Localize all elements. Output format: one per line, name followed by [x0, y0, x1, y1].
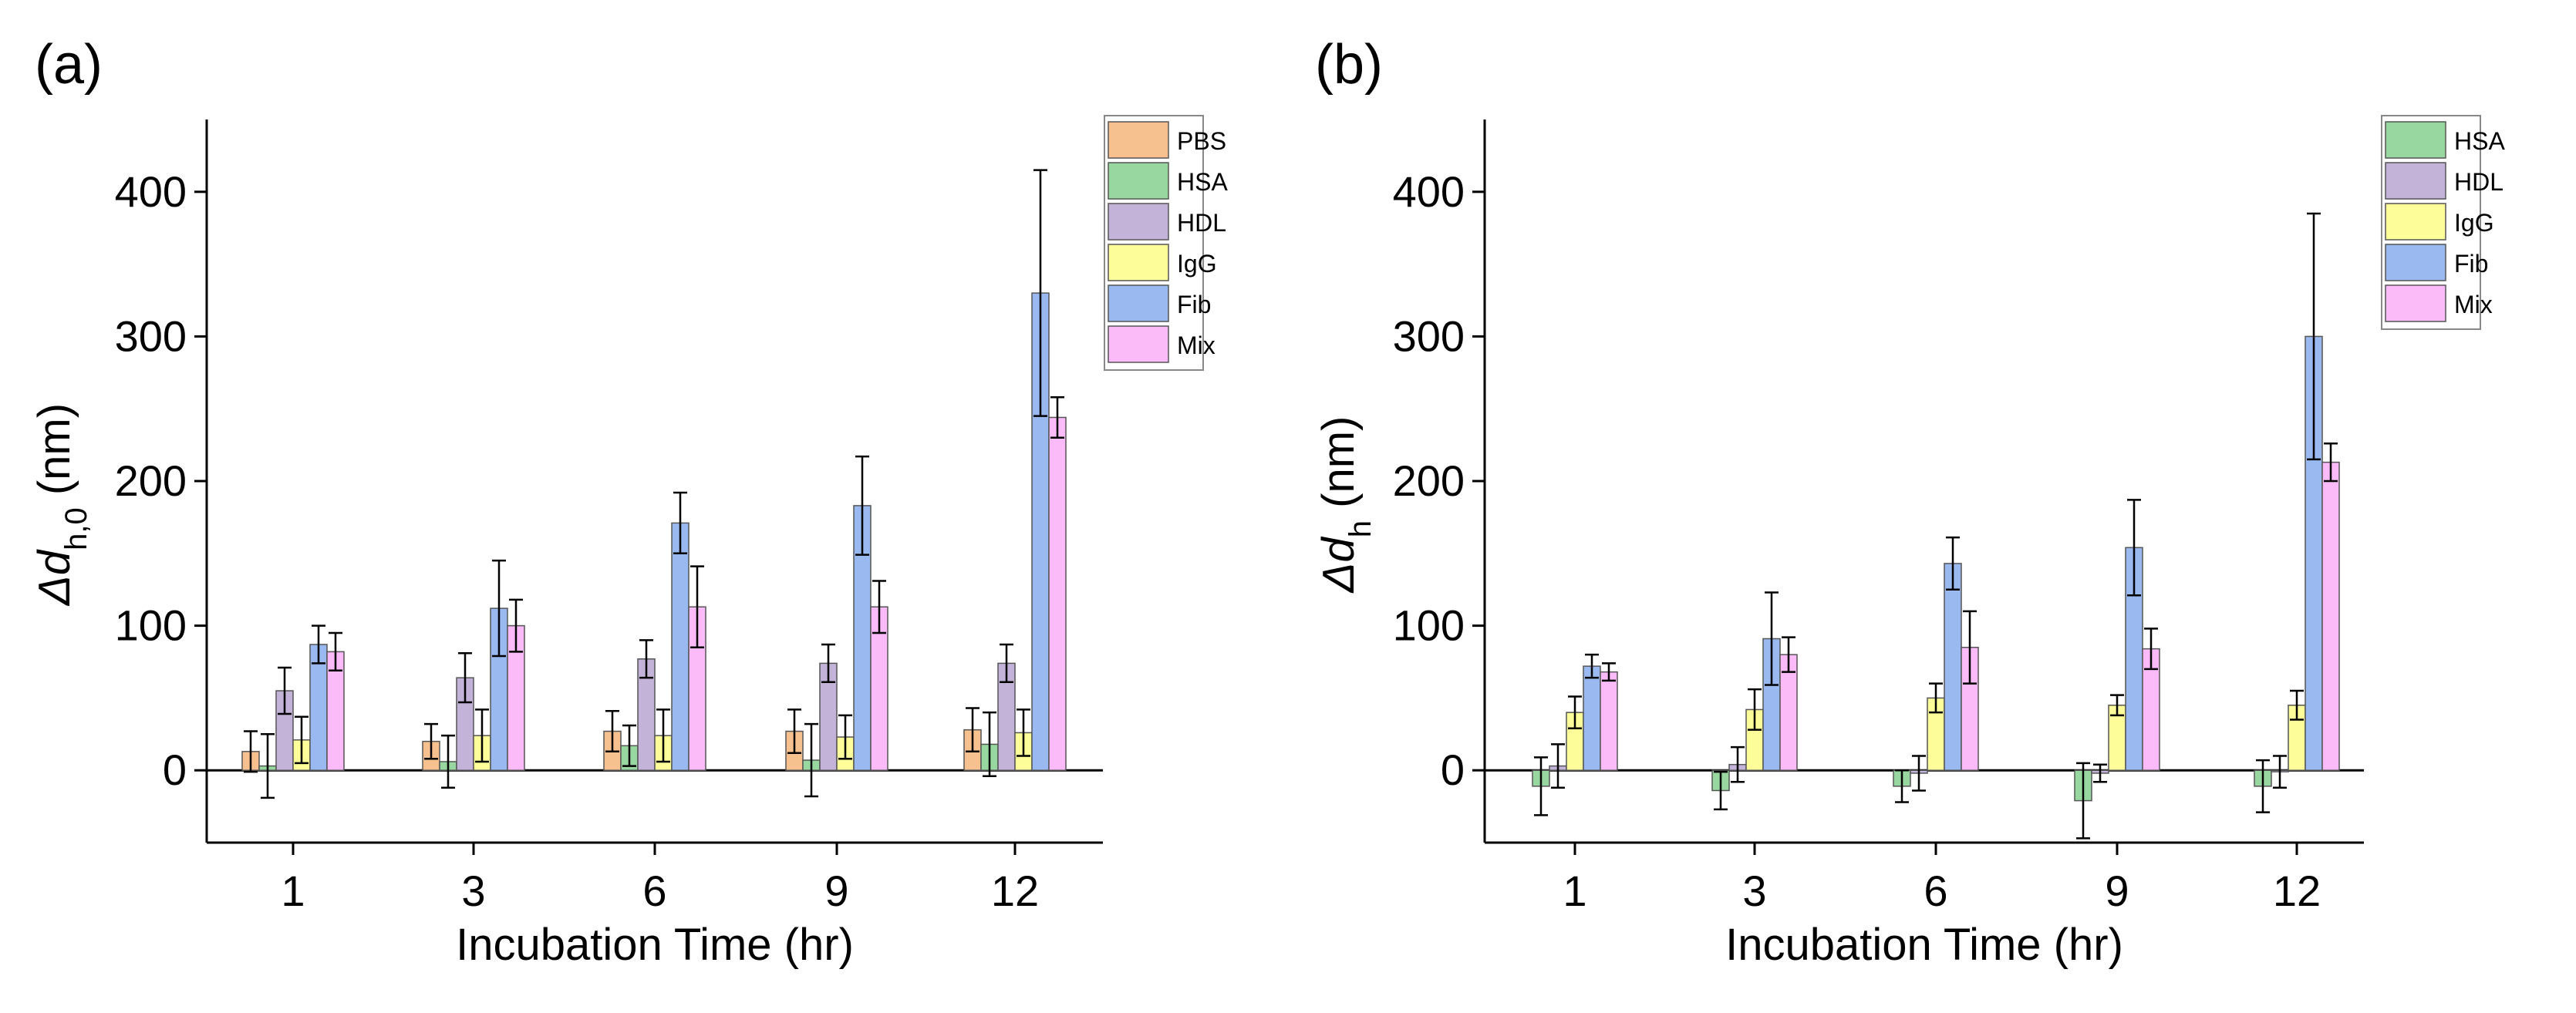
y-tick-label: 100 — [1393, 601, 1465, 650]
legend-swatch-mix — [2385, 284, 2446, 322]
y-tick-label: 400 — [1393, 167, 1465, 216]
y-axis-title: Δdh,0 (nm) — [29, 403, 93, 607]
y-axis-title-subscript: h — [1344, 520, 1377, 537]
legend-swatch-igg — [2385, 203, 2446, 241]
x-tick-label: 1 — [281, 867, 305, 915]
panel-label: (b) — [1315, 34, 1383, 96]
bar-mix-12 — [2321, 461, 2340, 771]
y-tick-label: 400 — [115, 167, 187, 216]
legend-swatch-hdl — [2385, 162, 2446, 200]
legend-swatch-mix — [1108, 325, 1169, 363]
legend-swatch-igg — [1108, 244, 1169, 281]
x-tick-label: 1 — [1563, 867, 1586, 915]
y-tick-label: 200 — [1393, 456, 1465, 505]
x-tick-label: 12 — [991, 867, 1039, 915]
panel-label: (a) — [35, 34, 103, 96]
legend-label-mix: Mix — [2454, 291, 2493, 318]
legend-label-igg: IgG — [2454, 209, 2494, 237]
legend-label-fib: Fib — [2454, 250, 2488, 278]
y-axis-title-symbol: Δd — [1313, 536, 1364, 594]
legend-label-pbs: PBS — [1177, 127, 1226, 155]
legend-label-hsa: HSA — [1177, 168, 1228, 196]
legend-swatch-fib — [1108, 284, 1169, 322]
legend-label-mix: Mix — [1177, 331, 1216, 359]
legend: PBS HSA HDL IgG Fib Mix — [1104, 115, 1228, 371]
x-tick-label: 6 — [1924, 867, 1947, 915]
legend-swatch-pbs — [1108, 121, 1169, 159]
x-tick-label: 6 — [642, 867, 666, 915]
x-tick-label: 9 — [2105, 867, 2129, 915]
bar-fib-6 — [1944, 563, 1962, 771]
legend-label-igg: IgG — [1177, 250, 1217, 278]
x-axis-title: Incubation Time (hr) — [456, 920, 854, 970]
y-tick-label: 0 — [163, 745, 187, 794]
y-tick-label: 300 — [115, 311, 187, 360]
bar-fib-6 — [671, 522, 690, 771]
panel-a: (a) 0 100 200 300 400 1 3 6 9 12 Incubation Time (h… — [29, 34, 1228, 970]
legend-label-fib: Fib — [1177, 291, 1211, 318]
y-axis-title-unit: (nm) — [1313, 416, 1364, 520]
legend-swatch-hsa — [2385, 121, 2446, 159]
y-tick-label: 200 — [115, 456, 187, 505]
legend-label-hsa: HSA — [2454, 127, 2505, 155]
y-axis-title: Δdh (nm) — [1313, 416, 1377, 594]
y-axis-title-unit: (nm) — [29, 403, 79, 507]
panel-b: (b) 0 100 200 300 400 1 3 6 9 12 Incubation Time (h… — [1313, 34, 2505, 970]
legend-swatch-fib — [2385, 244, 2446, 281]
y-tick-label: 300 — [1393, 311, 1465, 360]
legend-label-hdl: HDL — [2454, 168, 2504, 196]
x-tick-label: 3 — [1742, 867, 1766, 915]
y-tick-label: 0 — [1441, 745, 1465, 794]
legend-swatch-hdl — [1108, 203, 1169, 241]
y-axis-title-symbol: Δd — [29, 549, 79, 607]
y-axis-title-subscript: h,0 — [59, 507, 93, 550]
legend: HSA HDL IgG Fib Mix — [2381, 115, 2505, 330]
legend-swatch-hsa — [1108, 162, 1169, 200]
x-axis-title: Incubation Time (hr) — [1725, 920, 2123, 970]
y-tick-label: 100 — [115, 601, 187, 650]
legend-label-hdl: HDL — [1177, 209, 1226, 237]
x-tick-label: 12 — [2273, 867, 2321, 915]
x-tick-label: 3 — [461, 867, 485, 915]
x-tick-label: 9 — [824, 867, 848, 915]
bar-fib-1 — [1583, 665, 1601, 771]
bar-mix-1 — [1600, 671, 1618, 771]
bar-mix-12 — [1048, 416, 1067, 771]
